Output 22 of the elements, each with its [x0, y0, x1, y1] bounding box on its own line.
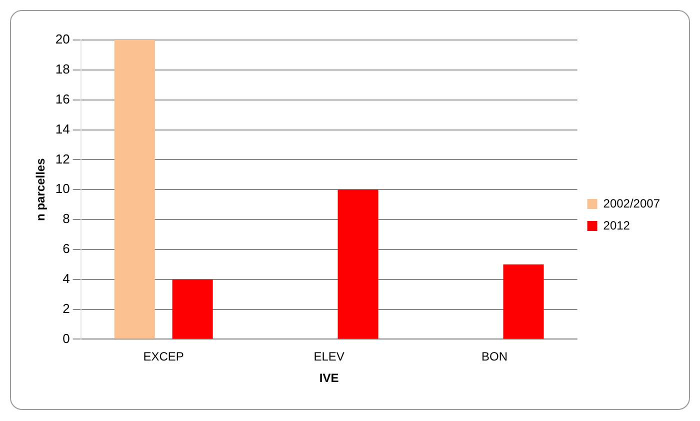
- x-tick-label: ELEV: [314, 350, 344, 364]
- y-tick-label: 10: [55, 181, 70, 196]
- x-tick-label: EXCEP: [143, 350, 184, 364]
- y-tick-label: 4: [62, 270, 70, 286]
- legend-label: 2002/2007: [603, 196, 660, 210]
- bar: [338, 190, 378, 339]
- y-tick-label: 6: [62, 241, 70, 256]
- y-tick-label: 18: [55, 62, 70, 76]
- bar: [503, 264, 544, 339]
- y-tick-label: 2: [62, 300, 70, 316]
- y-tick-label: 8: [62, 211, 70, 226]
- bar: [172, 279, 213, 339]
- y-tick-label: 20: [55, 32, 70, 47]
- bar: [114, 40, 155, 339]
- y-tick-label: 0: [62, 330, 70, 346]
- x-axis-title: IVE: [319, 371, 339, 386]
- x-tick-label: BON: [482, 350, 508, 364]
- legend-label: 2012: [603, 218, 630, 232]
- y-tick-label: 14: [55, 121, 70, 136]
- y-tick-label: 12: [55, 151, 70, 166]
- y-tick-label: 16: [55, 91, 70, 106]
- y-axis-title: n parcelles: [34, 158, 48, 221]
